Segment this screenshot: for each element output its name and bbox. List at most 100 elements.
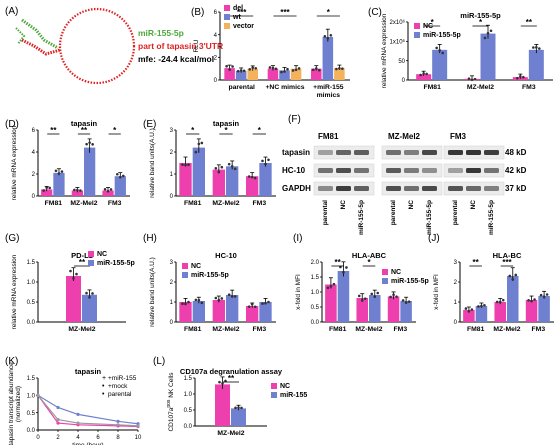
chart-k: (K) tapasin tapasin transcript abundance(n…	[5, 356, 142, 445]
legend-label: NC	[280, 383, 290, 390]
bar	[259, 302, 272, 322]
data-point	[220, 297, 224, 300]
data-point	[184, 302, 187, 306]
chart-title: tapasin	[213, 119, 240, 128]
data-point	[253, 176, 257, 180]
y-tick-label: 0.0	[27, 320, 36, 326]
data-point	[395, 295, 398, 298]
legend-label: miR-155-5p	[391, 278, 429, 285]
bar	[279, 70, 290, 80]
bar	[179, 302, 192, 322]
y-axis-label: relative mRNA expression	[381, 13, 388, 88]
blot-band	[484, 186, 499, 191]
data-point	[237, 406, 240, 409]
data-point	[230, 295, 234, 298]
x-axis-label: time (hour)	[72, 442, 103, 445]
bar	[41, 189, 53, 196]
line-point	[76, 421, 80, 425]
bar	[179, 163, 192, 196]
data-point	[332, 282, 336, 286]
y-tick-label: 0.0	[184, 424, 193, 430]
blot-lane-labels: parental NC miR-155-5p parental NC miR-155-5p…	[322, 200, 495, 235]
data-point	[508, 274, 512, 278]
blot-band	[448, 150, 463, 155]
y-tick-label: 0.0	[311, 320, 320, 326]
bar	[235, 70, 247, 80]
y-tick-label: 0	[32, 194, 36, 200]
bar	[475, 306, 488, 322]
data-point	[323, 35, 327, 38]
data-point	[533, 298, 536, 301]
data-point	[314, 67, 318, 70]
panel-a: (A) miR-155-5p part of tapasin 3'UTR mfe…	[5, 6, 223, 85]
y-tick-label: 1.5	[27, 376, 36, 382]
data-point	[535, 46, 538, 49]
data-point	[225, 65, 228, 68]
data-point	[441, 51, 444, 55]
data-point	[274, 67, 278, 71]
x-category-label: MZ-Mel2	[212, 200, 239, 207]
significance-mark: **	[228, 374, 235, 383]
bar	[432, 49, 448, 80]
x-category-label: FM3	[253, 200, 267, 207]
blot-band	[466, 186, 481, 191]
blot-band	[448, 186, 463, 191]
data-point	[76, 188, 79, 192]
bar	[400, 301, 412, 322]
y-tick-label: 1.5	[27, 260, 36, 266]
data-point	[72, 276, 75, 280]
data-point	[181, 302, 184, 305]
data-point	[480, 304, 483, 308]
x-category-label: FM3	[108, 200, 122, 207]
data-point	[519, 75, 522, 78]
data-point	[197, 142, 201, 146]
rna-hairpin-structure	[15, 7, 136, 85]
blot-band	[404, 150, 419, 155]
significance-mark: **	[50, 126, 57, 135]
chart-j: (J) HLA-BC x-fold in MFI 0 1 2 3 FM81 ** MZ-Mel2 *…	[428, 233, 554, 333]
blot-band	[336, 168, 351, 173]
blot-band	[404, 168, 419, 173]
bar	[356, 298, 368, 322]
blot-group-mz-mel2: MZ-Mel2	[388, 132, 421, 141]
data-point	[227, 293, 231, 297]
data-point	[91, 143, 94, 146]
bar	[53, 172, 65, 196]
bar	[247, 68, 258, 80]
data-point	[217, 170, 221, 174]
line-point	[76, 412, 80, 416]
bar	[528, 49, 544, 80]
y-tick-label: 1	[454, 300, 458, 306]
x-tick-label: 10	[135, 435, 142, 441]
chart-b: (B) RLU 0 2 4 6 parental *** +NC mimics *** +miR-1…	[191, 5, 350, 99]
data-point	[261, 302, 264, 305]
data-point	[248, 68, 252, 71]
bar	[311, 68, 322, 80]
y-tick-label: 2	[454, 280, 458, 286]
data-point	[228, 68, 231, 71]
data-point	[335, 67, 338, 71]
blot-lane-label: miR-155-5p	[488, 200, 495, 235]
data-point	[280, 70, 283, 74]
blot-band	[336, 150, 351, 155]
chart-title: CD107a degranulation assay	[180, 367, 283, 376]
bar	[494, 302, 506, 322]
x-tick-label: 8	[116, 435, 120, 441]
bar	[246, 306, 259, 322]
data-point	[470, 78, 474, 82]
data-point	[187, 163, 190, 167]
data-point	[342, 270, 345, 274]
legend-swatch	[88, 251, 94, 257]
data-point	[231, 65, 234, 68]
data-point	[217, 298, 221, 302]
blot-group-fm3: FM3	[450, 132, 467, 141]
data-point	[501, 298, 505, 302]
significance-mark: *	[258, 126, 262, 135]
x-category-label: FM3	[253, 326, 267, 333]
x-tick-label: 6	[96, 435, 100, 441]
data-point	[422, 72, 425, 75]
data-point	[545, 293, 549, 296]
panel-label: (I)	[293, 233, 302, 244]
bar	[212, 169, 225, 196]
data-point	[267, 300, 270, 304]
